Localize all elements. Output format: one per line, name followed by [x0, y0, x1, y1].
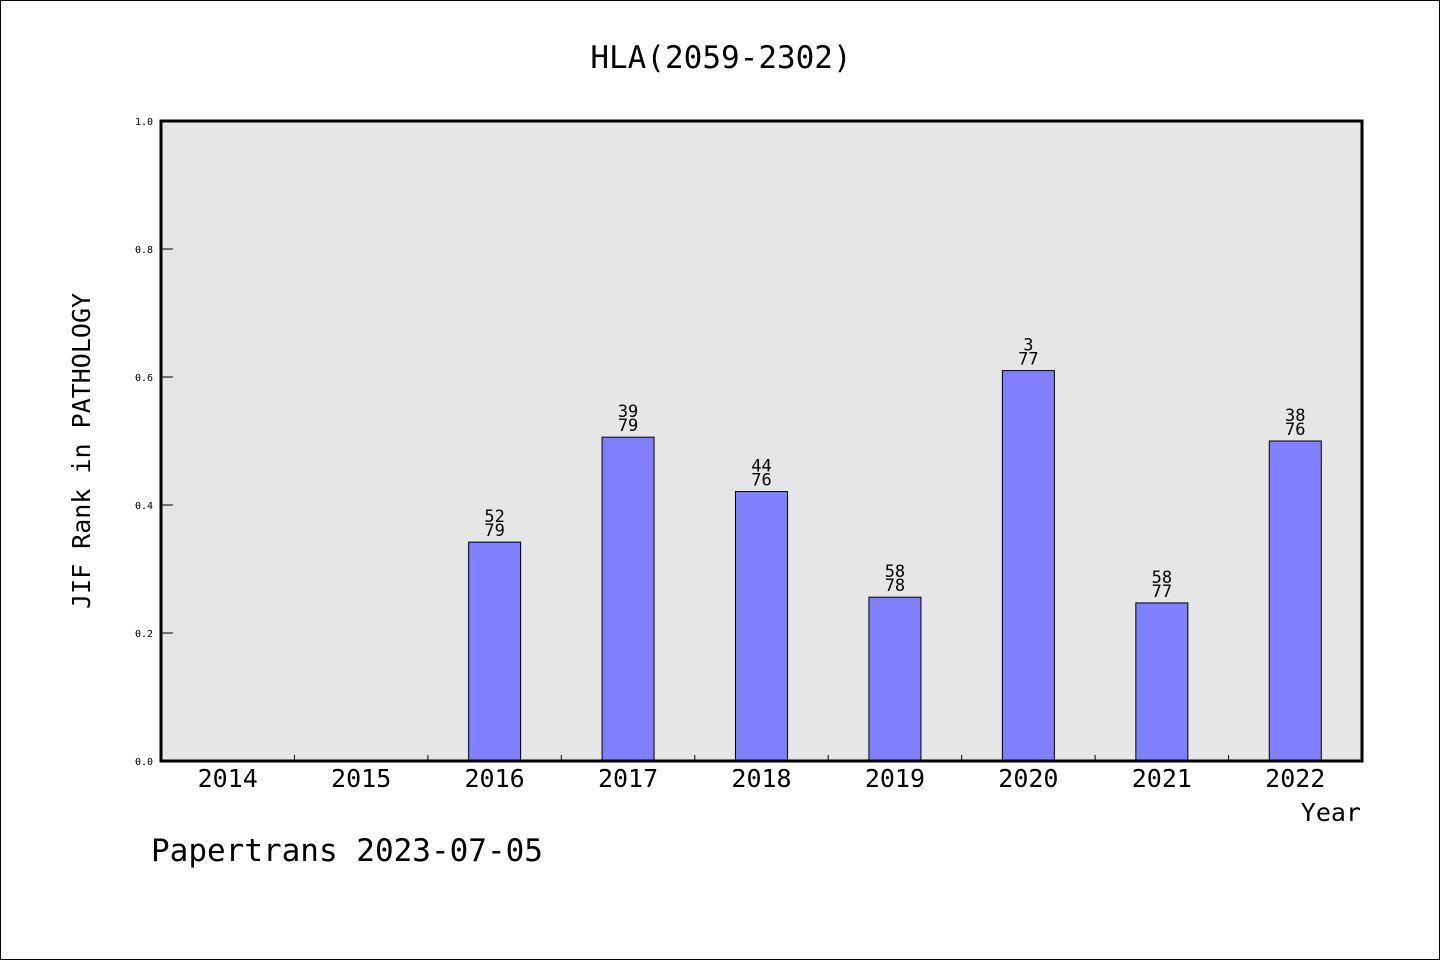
x-tick-label: 2019 [865, 764, 925, 793]
bar-label-total: 77 [1018, 350, 1038, 370]
x-tick-label: 2022 [1265, 764, 1325, 793]
bar-label-rank: 39 [618, 402, 638, 422]
bar-label-total: 79 [618, 416, 638, 436]
watermark-text: Papertrans 2023-07-05 [151, 833, 543, 869]
bar-label-rank: 38 [1285, 406, 1305, 426]
y-tick-label: 1.0 [135, 117, 153, 128]
x-tick-label: 2021 [1132, 764, 1192, 793]
bar-2019 [868, 596, 922, 762]
axes-layer: 0.0 0.2 0.4 0.6 0.8 1.0 2014 2015 2016 2017 2018 20… [135, 117, 1325, 793]
bar-label-total: 77 [1152, 582, 1172, 602]
bar-label-rank: 58 [1152, 568, 1172, 588]
plot-border [159, 119, 1364, 763]
y-axis-label: JIF Rank in PATHOLOGY [67, 293, 96, 609]
x-tick-label: 2016 [465, 764, 525, 793]
y-tick-label: 0.2 [135, 629, 153, 640]
bar-label-rank: 44 [751, 457, 771, 477]
bar-label-total: 79 [484, 521, 504, 541]
x-axis-label: Year [1301, 798, 1361, 827]
chart-title: HLA(2059-2302) [590, 40, 851, 76]
bar-2017 [601, 436, 655, 762]
bar-2021 [1135, 602, 1189, 762]
bar-label-total: 78 [885, 576, 905, 596]
bar-label-rank: 3 [1023, 336, 1033, 356]
x-tick-label: 2015 [331, 764, 391, 793]
bar-2022 [1268, 440, 1322, 762]
bar-label-total: 76 [1285, 420, 1305, 440]
bar-label-rank: 52 [484, 507, 504, 527]
bar-label-rank: 58 [885, 562, 905, 582]
bar-label-total: 76 [751, 471, 771, 491]
y-tick-label: 0.8 [135, 245, 153, 256]
y-tick-label: 0.6 [135, 373, 153, 384]
x-tick-label: 2020 [998, 764, 1058, 793]
x-tick-label: 2018 [731, 764, 791, 793]
y-tick-label: 0.0 [135, 757, 153, 768]
x-tick-label: 2017 [598, 764, 658, 793]
bar-2020 [1001, 370, 1055, 762]
y-tick-label: 0.4 [135, 501, 153, 512]
bar-2016 [468, 541, 522, 762]
bar-2018 [735, 491, 788, 762]
x-tick-label: 2014 [198, 764, 258, 793]
